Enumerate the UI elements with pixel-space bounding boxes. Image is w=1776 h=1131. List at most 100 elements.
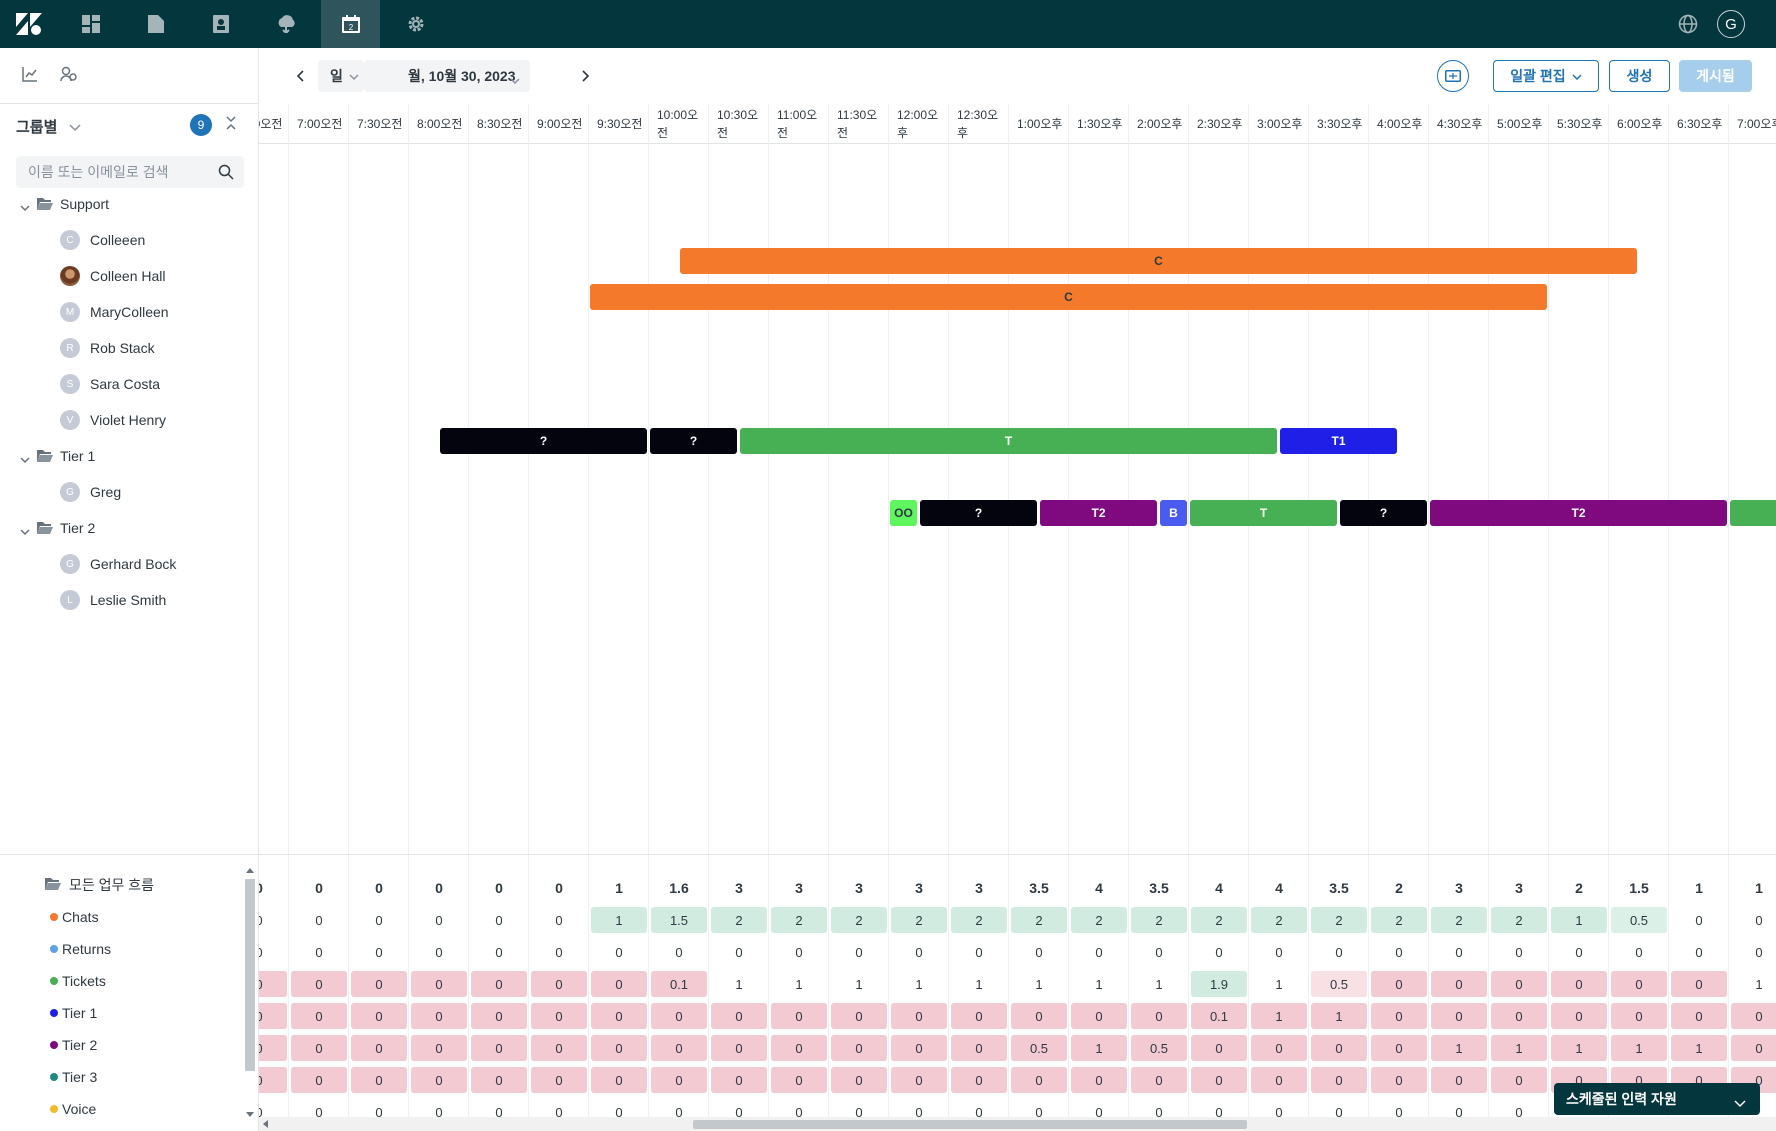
all-workstreams-row[interactable]: 모든 업무 흐름	[45, 869, 154, 901]
coverage-total: 1	[1755, 880, 1763, 896]
workstream-row[interactable]: Voice	[50, 1093, 96, 1125]
chevron-down-icon[interactable]	[20, 451, 30, 467]
create-button[interactable]: 생성	[1609, 60, 1670, 92]
bulk-edit-button[interactable]: 일괄 편집	[1493, 60, 1599, 92]
workstream-row[interactable]: Tier 1	[50, 997, 97, 1029]
chart-icon[interactable]	[22, 66, 38, 85]
group-row-support[interactable]: Support	[0, 186, 258, 222]
coverage-cell: 0	[891, 1035, 947, 1061]
coverage-total: 1.6	[669, 880, 689, 896]
coverage-cell: 0	[711, 1003, 767, 1029]
agent-row[interactable]: L Leslie Smith	[0, 582, 258, 618]
search-input[interactable]	[16, 156, 206, 188]
workstream-row[interactable]: Tier 2	[50, 1029, 97, 1061]
horizontal-scrollbar[interactable]	[259, 1117, 1776, 1131]
user-avatar[interactable]: G	[1717, 10, 1745, 38]
shift-bar[interactable]: C	[680, 248, 1637, 274]
shift-bar[interactable]: OO	[890, 500, 917, 526]
grid-line	[1368, 104, 1369, 854]
globe-icon[interactable]	[1678, 0, 1698, 48]
agent-name: Gerhard Bock	[90, 556, 177, 572]
zendesk-logo-icon[interactable]	[0, 0, 58, 48]
agent-row[interactable]: C Colleeen	[0, 222, 258, 258]
filter-people-icon[interactable]	[60, 66, 78, 85]
shift-bar[interactable]: T	[1190, 500, 1337, 526]
dashboard-icon[interactable]	[62, 0, 120, 48]
date-picker[interactable]: 월, 10월 30, 2023	[364, 60, 530, 92]
shift-bar[interactable]: T2	[1430, 500, 1727, 526]
shift-bar[interactable]: C	[590, 284, 1547, 310]
grid-line	[1248, 104, 1249, 854]
shift-bar[interactable]	[1730, 500, 1776, 526]
agent-row[interactable]: Colleen Hall	[0, 258, 258, 294]
agent-row[interactable]: G Gerhard Bock	[0, 546, 258, 582]
coverage-cell: 0	[1695, 944, 1703, 960]
contact-icon[interactable]	[192, 0, 250, 48]
scrollbar-thumb[interactable]	[693, 1120, 1247, 1129]
coverage-cell: 0	[831, 1067, 887, 1093]
publish-button[interactable]: 게시됨	[1679, 60, 1752, 92]
time-label: 9:00오전	[537, 117, 583, 131]
grid-line	[1368, 855, 1369, 1117]
shift-bar[interactable]: T2	[1040, 500, 1157, 526]
workstream-row[interactable]: Chats	[50, 901, 99, 933]
agent-row[interactable]: G Greg	[0, 474, 258, 510]
coverage-grid: 6:30오전7:00오전7:30오전8:00오전8:30오전9:00오전9:30…	[259, 854, 1776, 1117]
coverage-cell: 0	[975, 1104, 983, 1118]
chevron-down-icon[interactable]	[20, 199, 30, 215]
ticket-icon-button[interactable]	[1437, 60, 1469, 92]
workstream-row[interactable]: Tickets	[50, 965, 106, 997]
prev-day-button[interactable]	[290, 66, 310, 86]
scheduled-staff-dropdown[interactable]: 스케줄된 인력 자원	[1554, 1083, 1760, 1115]
next-day-button[interactable]	[576, 66, 596, 86]
coverage-cell: 0	[675, 1104, 683, 1118]
shift-bar[interactable]: ?	[650, 428, 737, 454]
workstream-row[interactable]: Tier 3	[50, 1061, 97, 1093]
agent-row[interactable]: V Violet Henry	[0, 402, 258, 438]
coverage-cell: 0	[291, 1035, 347, 1061]
agent-row[interactable]: M MaryColleen	[0, 294, 258, 330]
agent-name: Rob Stack	[90, 340, 155, 356]
grid-line	[1728, 104, 1729, 854]
coverage-cell: 0	[315, 944, 323, 960]
settings-gear-icon[interactable]	[387, 0, 445, 48]
time-label: 6:30오후	[1677, 117, 1723, 131]
agent-row[interactable]: R Rob Stack	[0, 330, 258, 366]
collapse-all-icon[interactable]	[226, 116, 236, 133]
vertical-scrollbar[interactable]	[244, 865, 256, 1121]
search-box[interactable]	[16, 156, 244, 188]
coverage-cell: 1	[1431, 1035, 1487, 1061]
workstream-color-dot	[50, 1105, 58, 1113]
search-icon[interactable]	[218, 164, 234, 183]
chevron-down-icon[interactable]	[20, 523, 30, 539]
chevron-down-icon[interactable]	[69, 119, 81, 135]
shift-bar[interactable]: ?	[920, 500, 1037, 526]
shift-bar[interactable]: B	[1160, 500, 1187, 526]
scrollbar-thumb[interactable]	[245, 879, 255, 1071]
coverage-cell: 0	[555, 944, 563, 960]
coverage-cell: 0	[651, 1035, 707, 1061]
grid-line	[1728, 855, 1729, 1117]
coverage-cell: 0	[1215, 944, 1223, 960]
group-by-header[interactable]: 그룹별 9	[16, 114, 246, 137]
shift-bar[interactable]: ?	[440, 428, 647, 454]
folder-icon[interactable]	[127, 0, 185, 48]
coverage-cell: 1	[1551, 907, 1607, 933]
shift-bar[interactable]: T	[740, 428, 1277, 454]
group-row-tier-1[interactable]: Tier 1	[0, 438, 258, 474]
group-row-tier-2[interactable]: Tier 2	[0, 510, 258, 546]
coverage-cell: 0	[1515, 1104, 1523, 1118]
coverage-cell: 0	[1335, 1104, 1343, 1118]
cloud-icon[interactable]	[257, 0, 315, 48]
calendar-icon[interactable]: 2	[321, 0, 380, 48]
coverage-cell: 0	[259, 939, 287, 965]
view-select-value: 일	[330, 68, 343, 84]
workstream-row[interactable]: Returns	[50, 933, 111, 965]
coverage-cell: 2	[1071, 907, 1127, 933]
view-select[interactable]: 일	[318, 60, 364, 92]
shift-bar[interactable]: T1	[1280, 428, 1397, 454]
grid-line	[1608, 104, 1609, 854]
agent-row[interactable]: S Sara Costa	[0, 366, 258, 402]
shift-bar[interactable]: ?	[1340, 500, 1427, 526]
avatar: M	[60, 302, 80, 322]
